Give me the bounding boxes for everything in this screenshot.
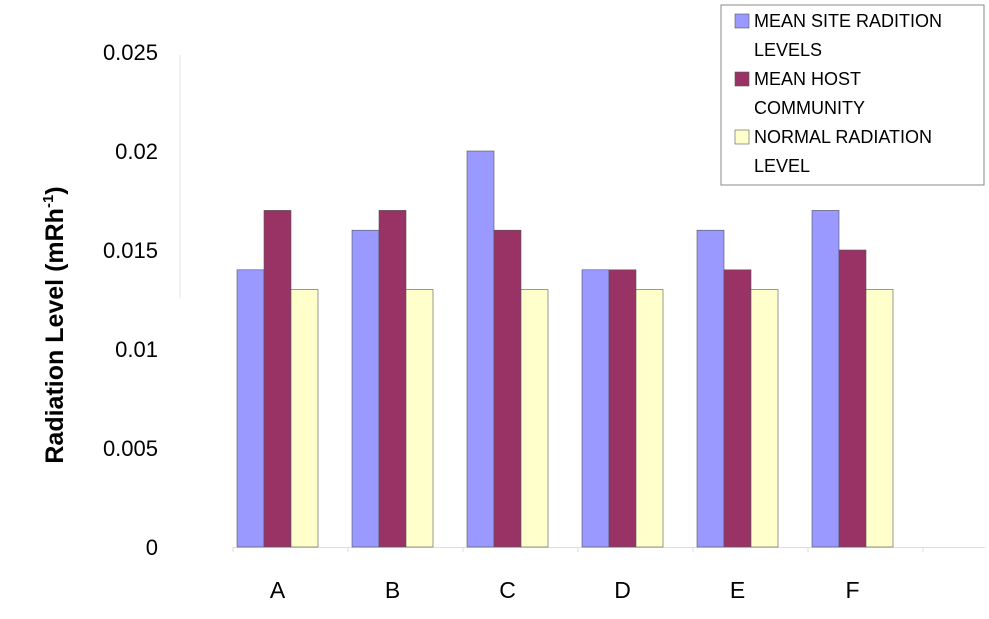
bar-A-series-2 <box>263 210 292 548</box>
legend-label: MEAN SITE RADITION <box>754 11 942 31</box>
bar-E-series-1 <box>696 229 725 548</box>
bar-D-series-1 <box>581 269 610 548</box>
legend-box <box>720 4 985 186</box>
bar-D-series-3 <box>635 289 664 548</box>
bar-C-series-1 <box>466 150 495 548</box>
bar-C-series-2 <box>493 229 522 548</box>
legend: MEAN SITE RADITION LEVELS MEAN HOST COMMUNI… <box>720 4 985 186</box>
bar-F-series-1 <box>811 210 840 548</box>
legend-label: LEVELS <box>754 40 822 60</box>
x-tick-label: B <box>385 577 400 603</box>
bar-B-series-3 <box>405 289 434 548</box>
x-tick-label: A <box>270 577 286 603</box>
legend-label: LEVEL <box>754 156 810 176</box>
bar-E-series-2 <box>723 269 752 548</box>
bar-E-series-3 <box>750 289 779 548</box>
y-tick-label: 0.015 <box>103 238 158 263</box>
bars-layer <box>236 150 894 548</box>
legend-label: MEAN HOST <box>754 69 861 89</box>
legend-swatch <box>734 129 750 145</box>
labels-layer: 0 0.005 0.01 0.015 0.02 0.025 A B C D E F Radiation … <box>40 40 860 603</box>
x-tick-label: E <box>730 577 745 603</box>
y-tick-label: 0.005 <box>103 436 158 461</box>
x-tick-label: F <box>845 577 859 603</box>
legend-label: COMMUNITY <box>754 98 865 118</box>
y-tick-label: 0.02 <box>115 139 158 164</box>
y-tick-label: 0.025 <box>103 40 158 65</box>
bar-C-series-3 <box>520 289 549 548</box>
legend-swatch <box>734 71 750 87</box>
bar-A-series-3 <box>290 289 319 548</box>
y-tick-label: 0 <box>146 535 158 560</box>
y-axis-title: Radiation Level (mRh-1) <box>40 186 69 463</box>
y-tick-label: 0.01 <box>115 337 158 362</box>
axes-layer <box>179 55 985 552</box>
legend-swatch <box>734 13 750 29</box>
bar-B-series-2 <box>378 210 407 548</box>
x-tick-label: C <box>499 577 516 603</box>
bar-A-series-1 <box>236 269 265 548</box>
bar-F-series-3 <box>865 289 894 548</box>
x-tick-label: D <box>614 577 631 603</box>
bar-B-series-1 <box>351 229 380 548</box>
bar-D-series-2 <box>608 269 637 548</box>
bar-F-series-2 <box>838 249 867 548</box>
legend-label: NORMAL RADIATION <box>754 127 932 147</box>
